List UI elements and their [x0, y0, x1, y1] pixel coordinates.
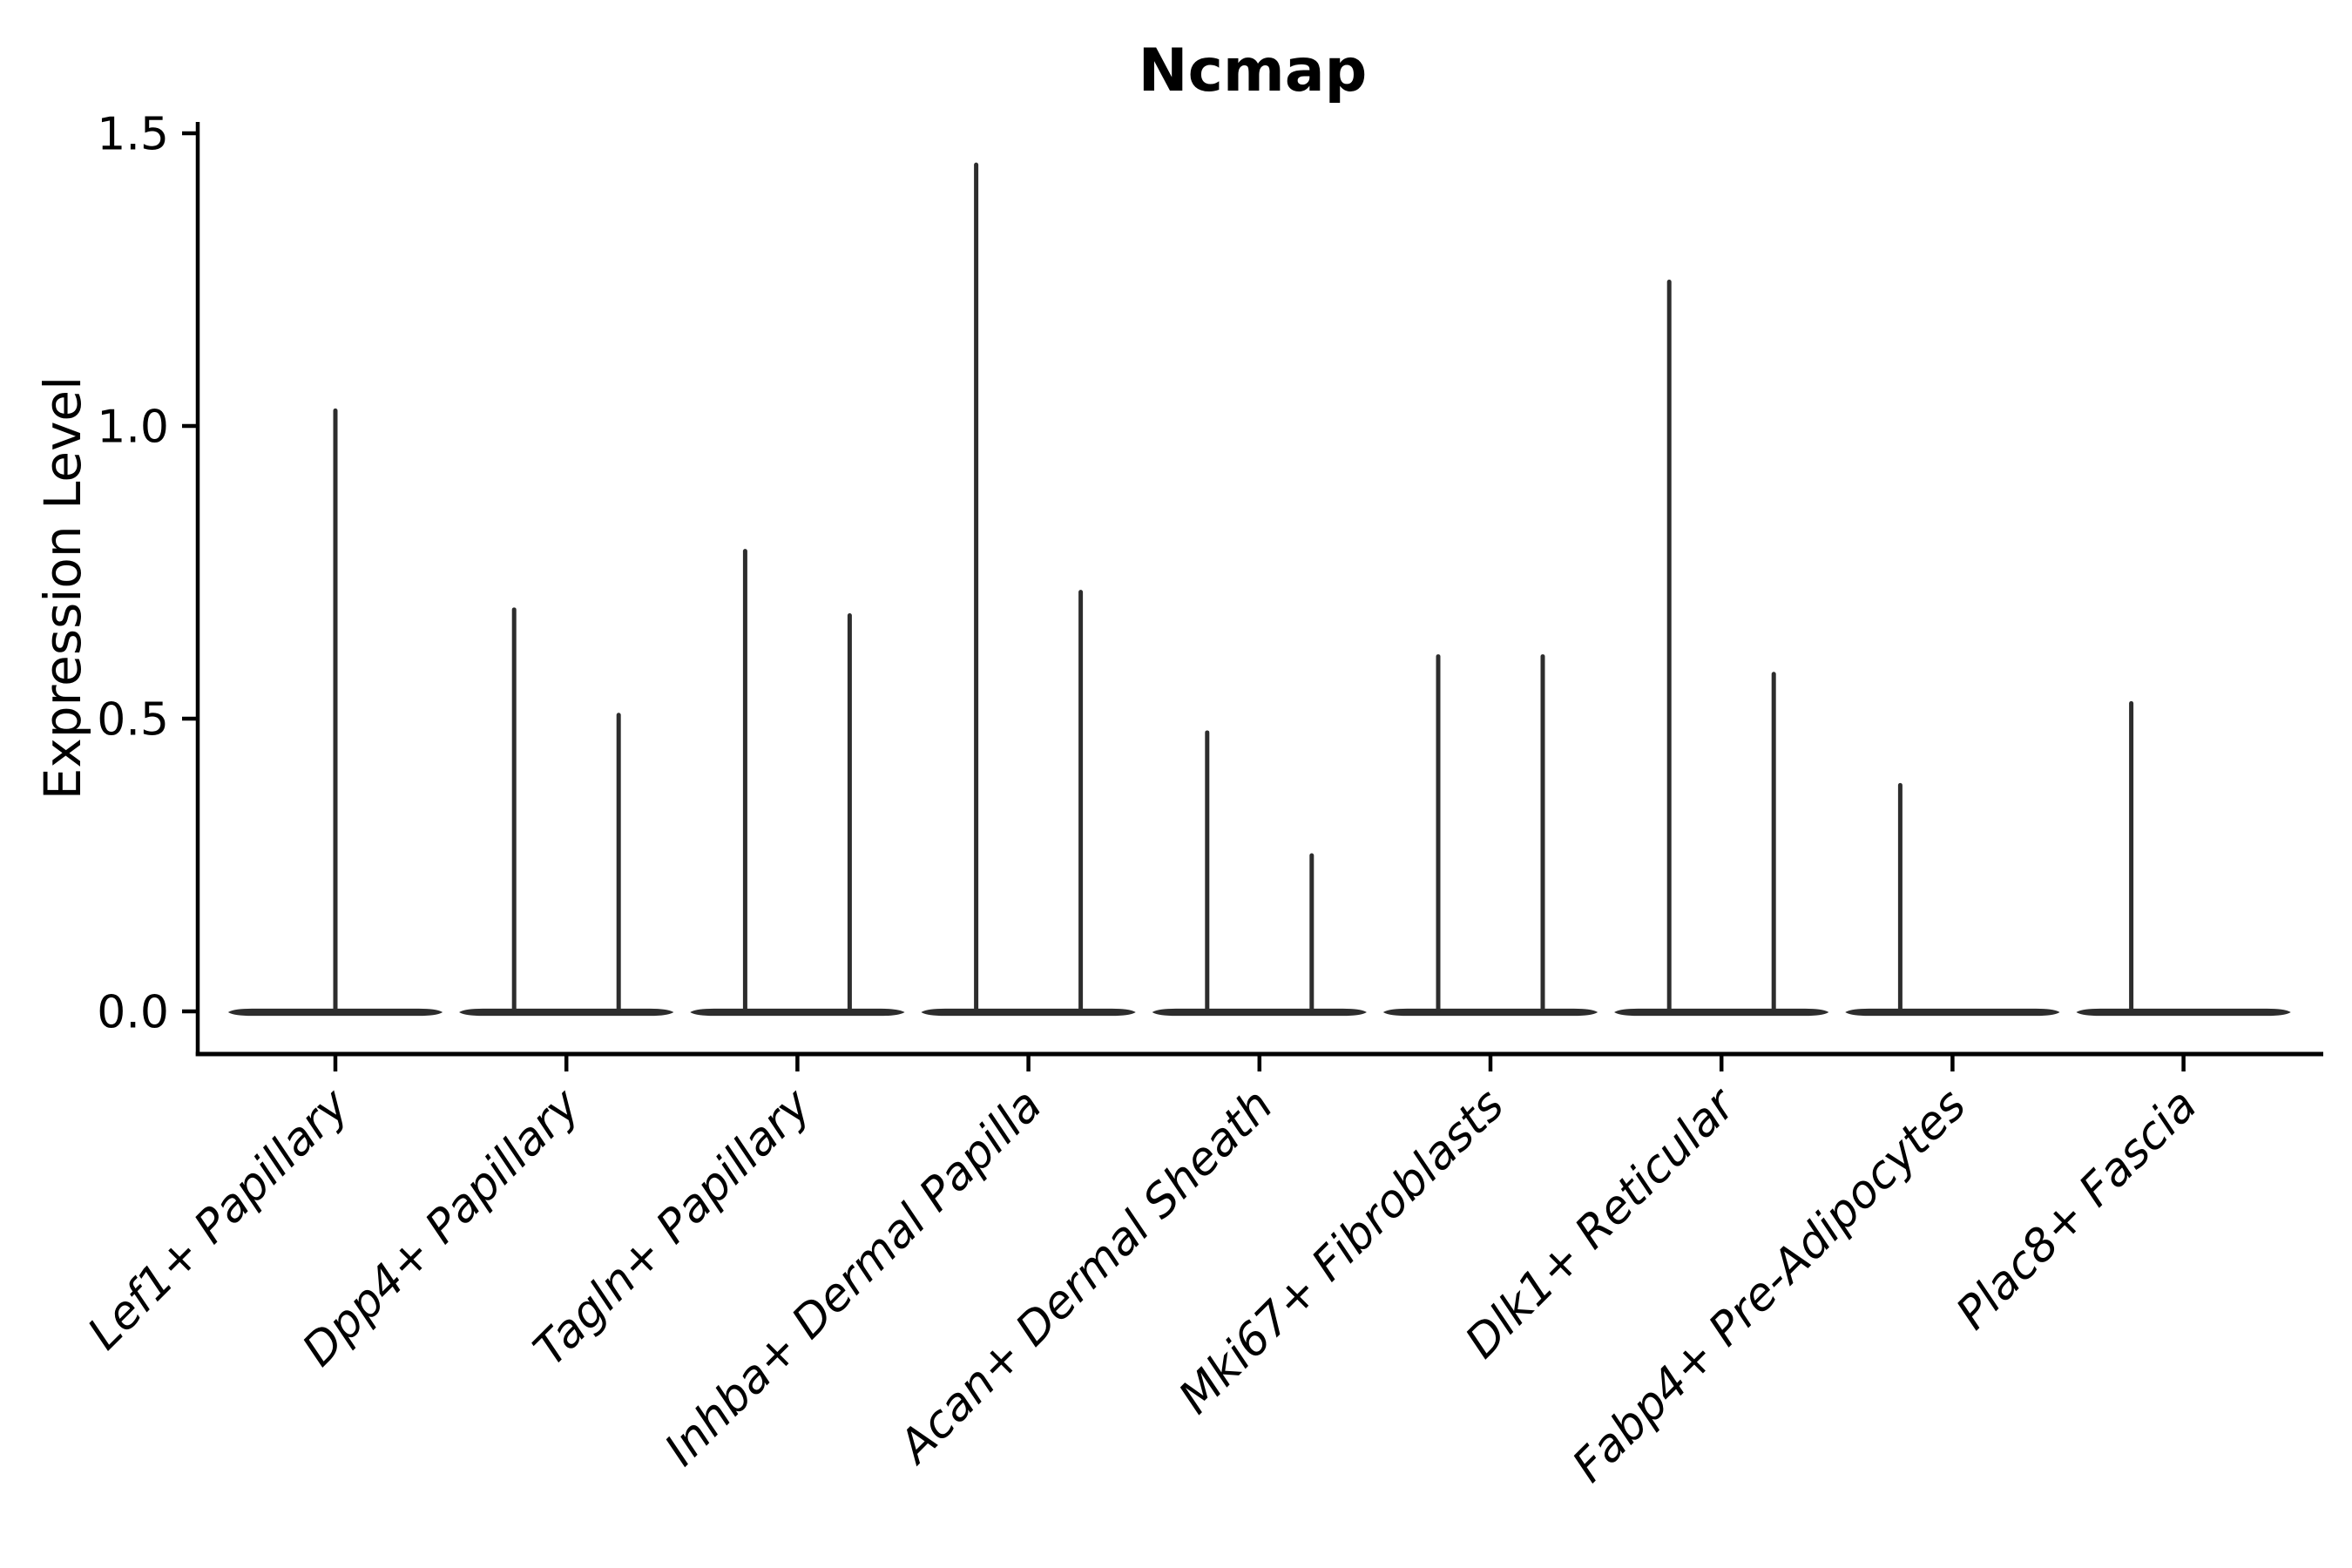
y-tick-label: 0.0: [97, 987, 169, 1039]
y-tick-label: 1.5: [97, 109, 169, 161]
violin-base: [1845, 1008, 2060, 1017]
x-tick-label: Fabp4+ Pre-Adipocytes: [1563, 1079, 1977, 1493]
violin-base: [1382, 1008, 1598, 1017]
y-tick-label: 0.5: [97, 694, 169, 747]
x-tick-label: Plac8+ Fascia: [1947, 1079, 2207, 1340]
violins: [227, 162, 2291, 1017]
y-tick-label: 1.0: [97, 402, 169, 454]
violin-base: [459, 1008, 674, 1017]
y-axis-ticks: 0.0 0.5 1.0 1.5: [97, 109, 197, 1039]
y-axis-label: Expression Level: [33, 376, 92, 800]
violin-base: [1152, 1008, 1367, 1017]
x-tick-label: Inhba+ Dermal Papilla: [655, 1079, 1052, 1477]
violin-base: [2076, 1008, 2291, 1017]
violin-base: [921, 1008, 1136, 1017]
violin-base: [690, 1008, 905, 1017]
x-axis-ticks: [333, 1056, 2186, 1071]
violin-base: [1614, 1008, 1829, 1017]
x-tick-label: Acan+ Dermal Sheath: [888, 1079, 1283, 1475]
chart-title: Ncmap: [1139, 37, 1368, 105]
